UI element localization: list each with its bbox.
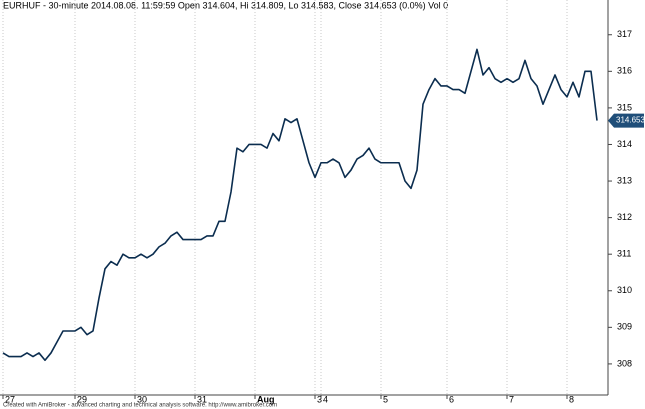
y-tick-label: 316 xyxy=(617,66,632,76)
last-value-flag xyxy=(608,113,644,128)
last-value-label: 314.653 xyxy=(616,116,645,125)
y-tick-label: 314 xyxy=(617,139,632,149)
y-tick-label: 311 xyxy=(617,249,631,259)
y-tick-label: 313 xyxy=(617,175,632,185)
chart-title: EURHUF - 30-minute 2014.08.08. 11:59:59 … xyxy=(3,0,448,10)
x-tick-label: 30 xyxy=(137,394,147,404)
x-tick-label: 4 xyxy=(323,394,328,404)
y-tick-label: 309 xyxy=(617,322,632,332)
x-tick-label: 27 xyxy=(5,394,15,404)
x-tick-label: 29 xyxy=(77,394,87,404)
x-tick-label: 31 xyxy=(197,394,207,404)
price-line xyxy=(2,48,598,362)
footer: Created with AmiBroker - advanced charti… xyxy=(3,403,277,409)
x-tick-label: 5 xyxy=(383,394,388,404)
y-tick-label: 308 xyxy=(617,358,632,368)
x-tick-label: 3 xyxy=(317,394,322,404)
y-tick-label: 312 xyxy=(617,212,632,222)
x-tick-label: 7 xyxy=(509,394,514,404)
y-tick-label: 317 xyxy=(617,29,632,39)
x-tick-label: Aug xyxy=(257,394,275,404)
y-tick-label: 315 xyxy=(617,102,632,112)
y-tick-label: 310 xyxy=(617,285,632,295)
x-tick-label: 8 xyxy=(569,394,574,404)
x-tick-label: 6 xyxy=(449,394,454,404)
